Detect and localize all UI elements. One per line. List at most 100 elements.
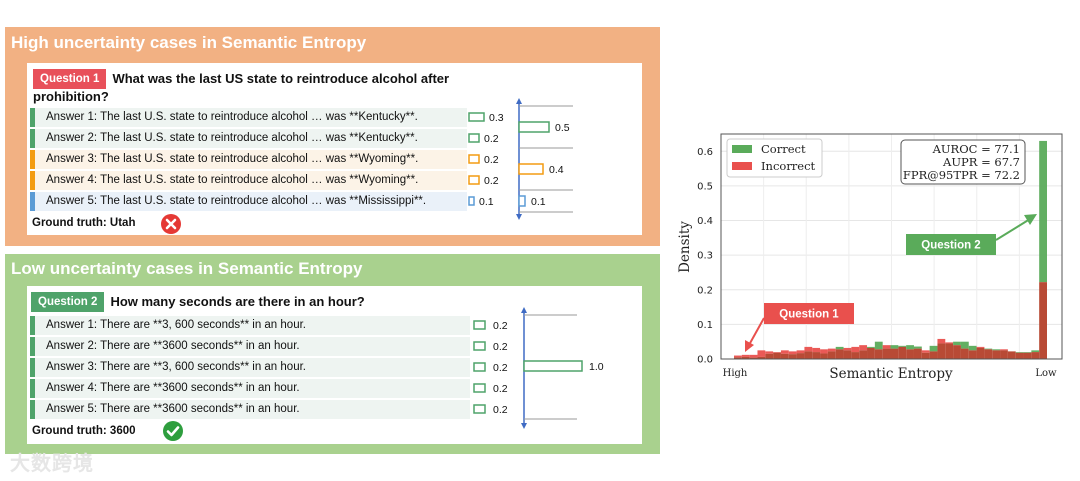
- answer-row: Answer 3: There are **3, 600 seconds** i…: [30, 358, 470, 377]
- overlap-bar: [953, 345, 961, 359]
- ground-truth-1: Ground truth: Utah: [32, 217, 136, 229]
- overlap-bar: [1039, 282, 1047, 359]
- answer-prob-label: 0.3: [489, 112, 504, 124]
- incorrect-bar: [734, 355, 742, 358]
- answer-row: Answer 2: There are **3600 seconds** in …: [30, 337, 470, 356]
- cluster-color-bar: [30, 358, 35, 377]
- answer-prob-label: 0.2: [493, 320, 508, 332]
- cluster-color-bar: [30, 171, 35, 190]
- cluster-color-bar: [30, 337, 35, 356]
- overlap-bar: [812, 352, 821, 359]
- question-1-text: What was the last US state to reintroduc…: [33, 71, 450, 104]
- overlap-bar: [804, 351, 813, 359]
- x-axis-label: Semantic Entropy: [829, 366, 953, 382]
- answer-row: Answer 5: There are **3600 seconds** in …: [30, 400, 470, 419]
- cluster-color-bar: [30, 192, 35, 211]
- axis-arrow-icon: [516, 214, 522, 220]
- cluster-color-bar: [30, 379, 35, 398]
- incorrect-bar: [921, 350, 930, 353]
- incorrect-bar: [882, 345, 891, 349]
- overlap-bar: [890, 348, 899, 359]
- x-tick-label-high: High: [723, 368, 748, 379]
- answer-prob-bar: [473, 404, 486, 414]
- answer-prob-label: 0.2: [493, 383, 508, 395]
- overlap-bar: [1007, 351, 1016, 359]
- answer-prob-bar: [473, 341, 486, 351]
- answer-prob-label: 0.2: [493, 341, 508, 353]
- incorrect-bar: [820, 349, 828, 354]
- incorrect-bar: [827, 348, 836, 352]
- cluster-color-bar: [30, 150, 35, 169]
- incorrect-bar: [812, 347, 821, 353]
- legend: Correct Incorrect: [726, 138, 823, 178]
- overlap-bar: [929, 351, 938, 359]
- answer-row: Answer 1: There are **3, 600 seconds** i…: [30, 316, 470, 335]
- overlap-bar: [780, 353, 789, 359]
- cluster-prob-label: 0.5: [555, 122, 570, 134]
- ground-truth-2: Ground truth: 3600: [32, 425, 136, 437]
- answer-prob-bar: [473, 383, 486, 393]
- overlap-bar: [734, 357, 742, 359]
- answer-row: Answer 4: The last U.S. state to reintro…: [30, 171, 467, 190]
- answer-row: Answer 3: The last U.S. state to reintro…: [30, 150, 467, 169]
- y-tick-label: 0.5: [697, 181, 713, 192]
- y-tick-label: 0.2: [697, 285, 713, 296]
- cluster-color-bar: [30, 108, 35, 127]
- correct-bar: [1015, 352, 1024, 353]
- overlap-bar: [827, 351, 836, 359]
- answer-prob-label: 0.2: [493, 404, 508, 416]
- answer-text: Answer 4: There are **3600 seconds** in …: [46, 382, 300, 394]
- incorrect-bar: [945, 342, 954, 344]
- incorrect-bar: [1000, 349, 1008, 351]
- overlap-bar: [749, 357, 758, 359]
- cluster-prob-bar: [518, 163, 544, 175]
- correct-bar: [1039, 140, 1047, 283]
- overlap-bar: [960, 348, 969, 359]
- cluster-prob-bar: [518, 121, 550, 133]
- overlap-bar: [921, 352, 930, 359]
- cluster-prob-label: 0.4: [549, 164, 564, 176]
- answer-prob-label: 0.2: [484, 133, 499, 145]
- arrow-head-icon: [745, 340, 754, 352]
- y-axis-label: Density: [677, 221, 693, 273]
- overlap-bar: [788, 354, 797, 359]
- answer-row: Answer 4: There are **3600 seconds** in …: [30, 379, 470, 398]
- stats-line: AUPR = 67.7: [942, 155, 1020, 169]
- answer-prob-label: 0.2: [484, 154, 499, 166]
- answer-row: Answer 2: The last U.S. state to reintro…: [30, 129, 467, 148]
- cluster-prob-bar: [518, 195, 526, 207]
- legend-swatch-incorrect: [732, 162, 752, 170]
- incorrect-bar: [741, 354, 750, 357]
- answer-prob-bar: [468, 112, 485, 122]
- y-tick-label: 0.3: [697, 251, 713, 262]
- overlap-bar: [976, 347, 985, 359]
- incorrect-bar: [780, 350, 789, 354]
- annotation-box: [764, 303, 854, 324]
- overlap-bar: [937, 343, 946, 359]
- incorrect-bar: [804, 346, 813, 352]
- overlap-bar: [773, 352, 781, 359]
- stats-box-frame: [900, 139, 1026, 185]
- incorrect-bar: [749, 354, 758, 358]
- cluster-color-bar: [30, 129, 35, 148]
- correct-bar: [960, 341, 969, 349]
- overlap-bar: [843, 350, 852, 359]
- incorrect-bar: [843, 347, 852, 351]
- overlap-bar: [913, 348, 922, 359]
- answer-prob-bar: [468, 133, 480, 143]
- correct-bar: [968, 345, 977, 351]
- incorrect-bar: [773, 352, 781, 353]
- y-tick-label: 0.1: [697, 320, 713, 331]
- answer-prob-label: 0.1: [479, 196, 494, 208]
- overlap-bar: [741, 356, 750, 359]
- cluster-prob-label: 0.1: [531, 196, 546, 208]
- overlap-bar: [867, 347, 875, 359]
- question-1-card: Question 1 What was the last US state to …: [27, 63, 642, 235]
- correct-bar: [929, 345, 938, 352]
- answer-prob-bar: [468, 154, 480, 164]
- overlap-bar: [757, 356, 766, 359]
- x-circle-icon: [161, 214, 181, 234]
- cluster-prob-bar: [523, 360, 583, 372]
- x-tick-label-low: Low: [1035, 368, 1057, 379]
